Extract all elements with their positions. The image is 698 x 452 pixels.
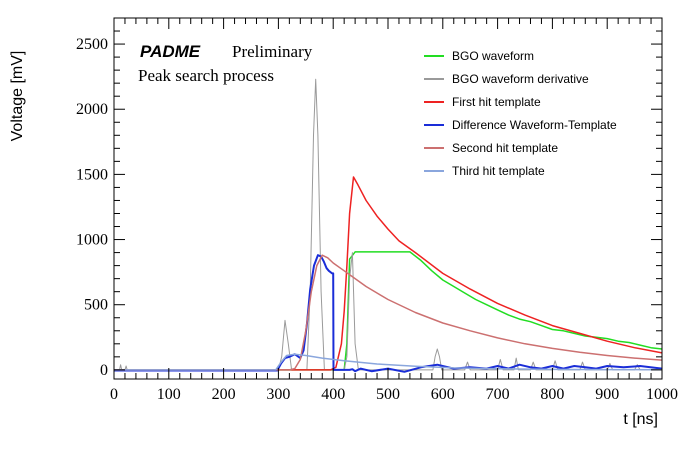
chart-subtitle: Peak search process [138,66,274,85]
legend-label-bgo-waveform-derivative: BGO waveform derivative [452,72,589,86]
y-tick-label: 2000 [76,101,108,118]
y-tick-label: 500 [84,297,108,314]
x-tick-label: 500 [376,386,400,403]
series-line-second-hit-template [114,254,663,371]
experiment-label: PADME [140,42,201,61]
series-line-first-hit-template [114,176,663,371]
status-label: Preliminary [232,42,313,61]
legend: BGO waveform BGO waveform derivative First… [424,49,617,178]
legend-label-difference-waveform-template: Difference Waveform-Template [452,118,617,132]
x-tick-label: 200 [212,386,236,403]
series-layer [114,78,663,373]
x-tick-label: 900 [595,386,619,403]
y-tick-label: 1000 [76,232,108,249]
legend-label-first-hit-template: First hit template [452,95,541,109]
y-axis-title: Voltage [mV] [9,51,26,142]
legend-label-second-hit-template: Second hit template [452,141,558,155]
x-tick-label: 1000 [646,386,678,403]
x-tick-label: 300 [266,386,290,403]
x-tick-label: 600 [431,386,455,403]
legend-label-third-hit-template: Third hit template [452,164,545,178]
y-tick-label: 2500 [76,36,108,53]
y-tick-label: 0 [100,362,108,379]
legend-label-bgo-waveform: BGO waveform [452,49,534,63]
x-tick-label: 100 [157,386,181,403]
x-axis-title: t [ns] [623,411,658,428]
x-tick-label: 0 [110,386,118,403]
y-tick-label: 1500 [76,166,108,183]
x-tick-label: 700 [486,386,510,403]
x-tick-label: 400 [321,386,345,403]
axis-layer: 0 100 200 300 400 500 600 700 800 900 1000 0 500 1000… [76,17,678,403]
series-line-third-hit-template [114,353,663,371]
x-tick-label: 800 [540,386,564,403]
